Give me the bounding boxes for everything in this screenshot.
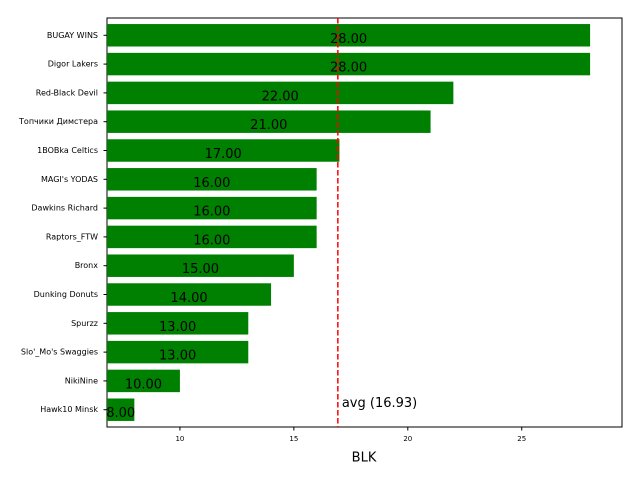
bar — [107, 369, 180, 393]
value-label: 22.00 — [262, 89, 299, 104]
y-tick-label: Hawk10 Minsk — [40, 405, 98, 414]
x-tick-label: 10 — [175, 435, 184, 443]
bar — [107, 168, 317, 191]
bar — [107, 398, 135, 421]
bar — [107, 139, 340, 162]
y-tick-label: MAGI's YODAS — [41, 175, 98, 184]
value-label: 10.00 — [125, 377, 162, 392]
value-label: 17.00 — [205, 147, 242, 162]
y-tick-label: Raptors_FTW — [46, 232, 98, 241]
x-tick-label: 20 — [403, 435, 412, 443]
y-tick-label: Slo'_Mo's Swaggies — [21, 348, 98, 357]
avg-label: avg (16.93) — [342, 396, 417, 411]
y-tick-label: Bronx — [75, 261, 99, 270]
x-tick-label: 15 — [289, 435, 298, 443]
x-axis-label: BLK — [352, 451, 377, 466]
value-label: 16.00 — [193, 205, 230, 220]
y-tick-label: Red-Black Devil — [36, 88, 98, 97]
x-tick-label: 25 — [517, 435, 526, 443]
value-label: 15.00 — [182, 262, 219, 277]
bar — [107, 312, 249, 335]
bar — [107, 81, 454, 105]
bar — [107, 52, 591, 76]
y-tick-label: 1BOBka Celtics — [37, 146, 98, 155]
value-label: 13.00 — [159, 349, 196, 364]
value-label: 16.00 — [193, 233, 230, 248]
y-tick-label: NikiNine — [65, 376, 98, 385]
y-tick-label: Digor Lakers — [48, 60, 98, 69]
value-label: 13.00 — [159, 320, 196, 335]
y-tick-label: Топчики Димстера — [18, 117, 98, 126]
y-tick-label: BUGAY WINS — [47, 31, 98, 40]
y-tick-label: Dawkins Richard — [31, 204, 98, 213]
bar — [107, 283, 272, 306]
bar — [107, 24, 591, 47]
y-tick-label: Dunking Donuts — [34, 290, 98, 299]
bar — [107, 340, 249, 364]
value-label: 14.00 — [170, 291, 207, 306]
value-label: 28.00 — [330, 61, 367, 76]
y-tick-label: Spurzz — [71, 319, 98, 328]
value-label: 21.00 — [250, 118, 287, 133]
bar — [107, 110, 431, 133]
value-label: 28.00 — [330, 32, 367, 47]
bar — [107, 196, 317, 220]
value-label: 16.00 — [193, 176, 230, 191]
plot-frame — [106, 17, 623, 428]
value-label: 8.00 — [106, 406, 135, 421]
bar — [107, 225, 317, 249]
bar — [107, 254, 294, 277]
